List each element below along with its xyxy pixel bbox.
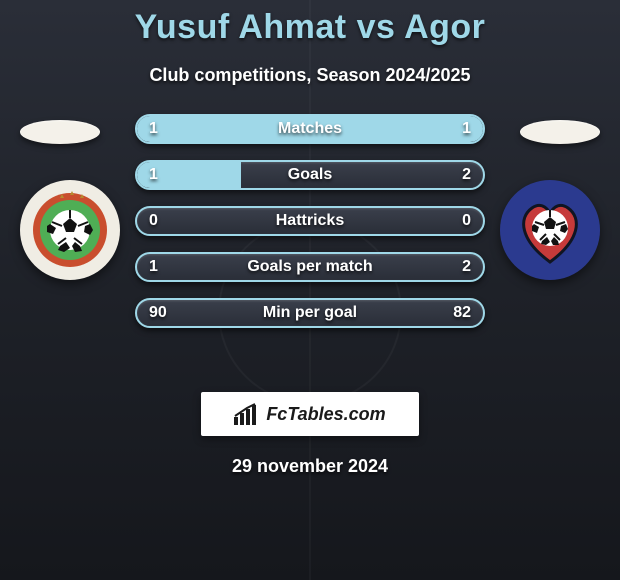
stat-bars: 11Matches 12Goals 00Hattricks 12Goals per m… bbox=[135, 114, 485, 344]
player-marker-left bbox=[20, 120, 100, 144]
stat-label: Min per goal bbox=[137, 300, 483, 326]
stat-row: 12Goals bbox=[135, 160, 485, 190]
stat-label: Matches bbox=[137, 116, 483, 142]
stat-row: 12Goals per match bbox=[135, 252, 485, 282]
stat-label: Goals per match bbox=[137, 254, 483, 280]
stat-label: Hattricks bbox=[137, 208, 483, 234]
brand-label: FcTables.com bbox=[266, 404, 385, 425]
subtitle: Club competitions, Season 2024/2025 bbox=[0, 65, 620, 86]
stat-row: 11Matches bbox=[135, 114, 485, 144]
club-badge-right bbox=[500, 180, 600, 280]
club-badge-left bbox=[20, 180, 120, 280]
brand-chart-icon bbox=[234, 403, 260, 425]
badge-right-icon bbox=[500, 180, 600, 280]
stat-row: 9082Min per goal bbox=[135, 298, 485, 328]
infographic: Yusuf Ahmat vs Agor Club competitions, S… bbox=[0, 0, 620, 477]
stat-label: Goals bbox=[137, 162, 483, 188]
badge-left-icon bbox=[20, 180, 120, 280]
date-label: 29 november 2024 bbox=[0, 456, 620, 477]
stat-row: 00Hattricks bbox=[135, 206, 485, 236]
brand-badge: FcTables.com bbox=[201, 392, 419, 436]
comparison-stage: 11Matches 12Goals 00Hattricks 12Goals per m… bbox=[0, 114, 620, 374]
player-marker-right bbox=[520, 120, 600, 144]
page-title: Yusuf Ahmat vs Agor bbox=[0, 0, 620, 47]
